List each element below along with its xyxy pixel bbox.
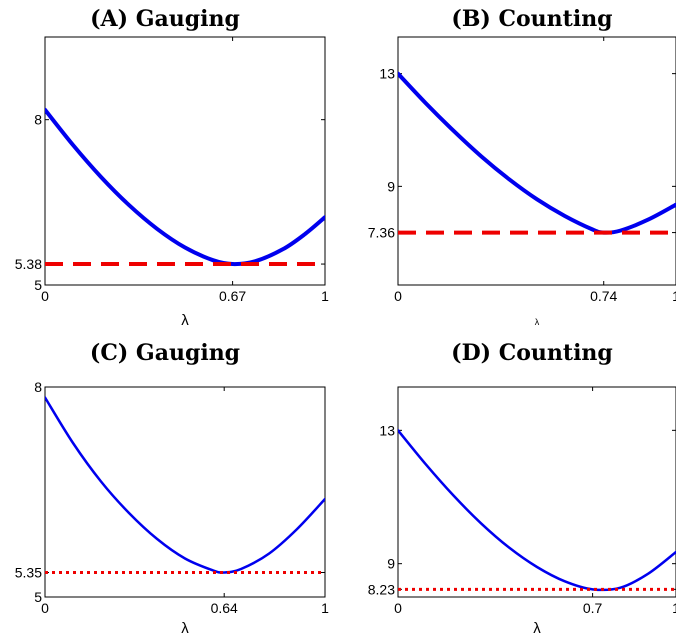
panel-c-curve — [45, 398, 325, 573]
panel-d-xtick-label: 0 — [394, 600, 402, 616]
panel-c-ytick-label: 8 — [34, 379, 42, 395]
panel-b-xtick-label: 1 — [672, 288, 676, 304]
panel-d-axes-frame — [398, 387, 676, 597]
panel-c-xlabel: λ — [181, 620, 189, 636]
panel-a-title: (A) Gauging — [90, 6, 240, 32]
panel-c-axes-frame — [45, 387, 325, 597]
panel-a-xtick-label: 1 — [321, 288, 329, 304]
panel-a-ytick-label: 8 — [34, 112, 42, 128]
panel-b-ytick-label: 9 — [387, 178, 395, 194]
panel-a-xlabel: λ — [181, 312, 189, 329]
panel-a: (A) Gauging 0 0.67 1 5 5.38 8 λ — [15, 6, 329, 329]
panel-d-ytick-label: 9 — [387, 556, 395, 572]
panel-c-ytick-label: 5 — [34, 589, 42, 605]
panel-b-xtick-label: 0 — [394, 288, 402, 304]
panel-b-title: (B) Counting — [451, 6, 612, 32]
panel-b-axes-frame — [398, 37, 676, 285]
panel-d-ytick-label: 8.23 — [368, 581, 395, 597]
panel-d-xtick-label: 0.7 — [583, 600, 603, 616]
panel-b-curve — [398, 74, 676, 233]
panel-d-curve — [398, 430, 676, 590]
panel-b-xlabel: λ — [535, 317, 540, 327]
panel-a-xtick-label: 0 — [41, 288, 49, 304]
panel-b-xtick-label: 0.74 — [590, 288, 617, 304]
panel-c-xtick-label: 0 — [41, 600, 49, 616]
panel-a-curve — [45, 110, 325, 264]
panel-c-xtick-label: 1 — [321, 600, 329, 616]
panel-a-ytick-label: 5 — [34, 277, 42, 293]
panel-d-ytick-label: 13 — [379, 422, 395, 438]
panel-a-xtick-label: 0.67 — [219, 288, 246, 304]
panel-b-ytick-label: 7.36 — [368, 225, 395, 241]
panel-c: (C) Gauging 0 0.64 1 5 5.35 8 λ — [15, 340, 329, 636]
panel-d-title: (D) Counting — [451, 340, 613, 366]
panel-c-ytick-label: 5.35 — [15, 565, 42, 581]
panel-d-xlabel: λ — [533, 620, 541, 636]
panel-b-ytick-label: 13 — [379, 66, 395, 82]
panel-d-xtick-label: 1 — [672, 600, 676, 616]
panel-c-xtick-label: 0.64 — [211, 600, 238, 616]
panel-a-ytick-label: 5.38 — [15, 256, 42, 272]
panel-b: (B) Counting 0 0.74 1 7.36 9 13 λ — [368, 6, 676, 327]
panel-d: (D) Counting 0 0.7 1 8.23 9 13 λ — [368, 340, 676, 636]
panel-c-title: (C) Gauging — [90, 340, 240, 366]
